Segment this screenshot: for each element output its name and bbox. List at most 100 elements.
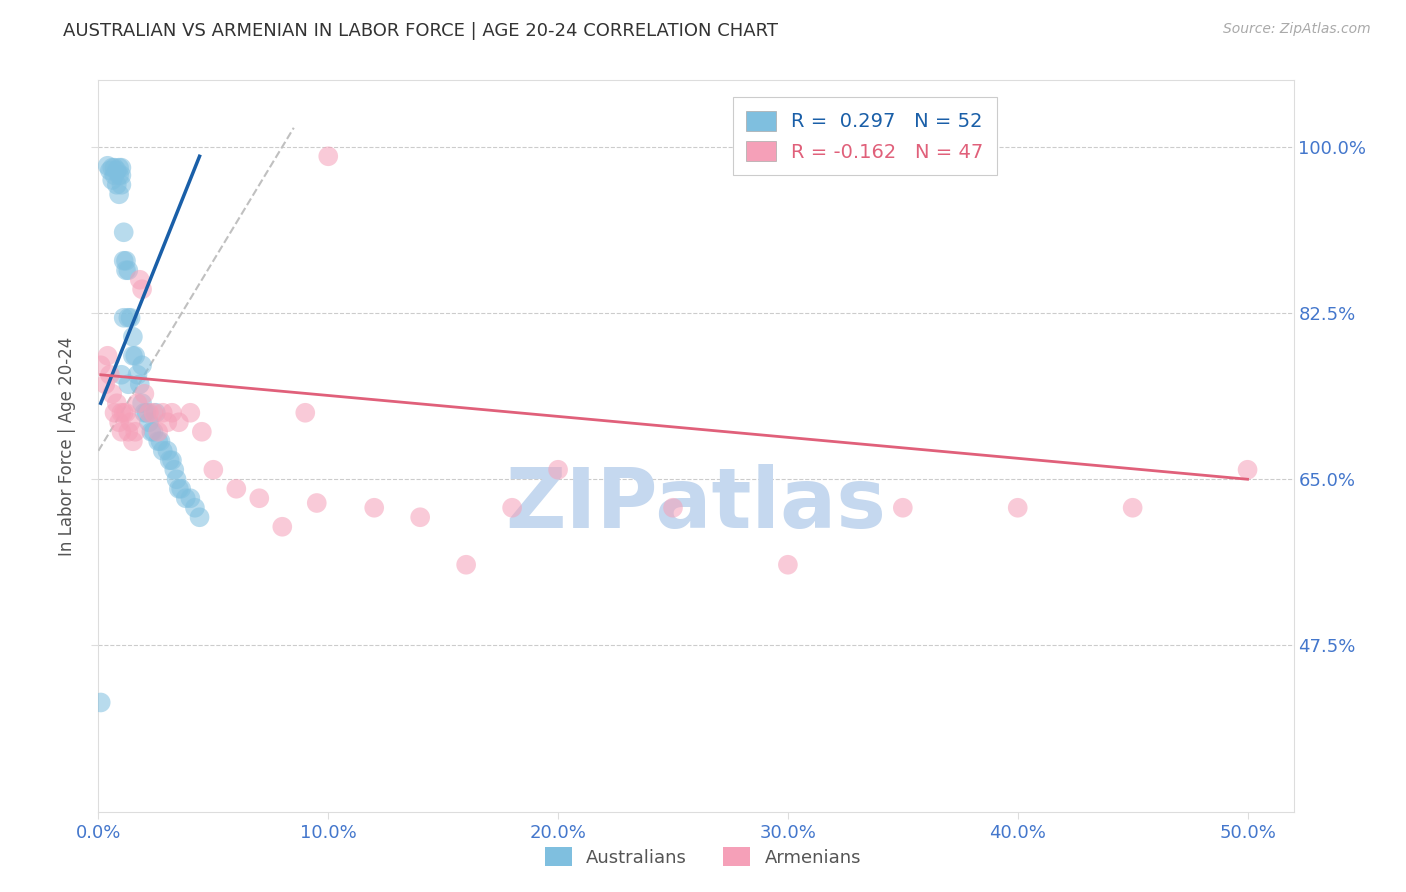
Point	[456, 558, 478, 572]
Point	[103, 161, 125, 175]
Point	[1236, 463, 1258, 477]
Point	[101, 173, 124, 187]
Point	[108, 187, 131, 202]
Point	[110, 161, 132, 175]
Text: AUSTRALIAN VS ARMENIAN IN LABOR FORCE | AGE 20-24 CORRELATION CHART: AUSTRALIAN VS ARMENIAN IN LABOR FORCE | …	[63, 22, 779, 40]
Point	[124, 349, 146, 363]
Point	[110, 425, 132, 439]
Point	[156, 415, 179, 429]
Point	[108, 161, 131, 175]
Point	[184, 500, 207, 515]
Point	[115, 263, 138, 277]
Legend: R =  0.297   N = 52, R = -0.162   N = 47: R = 0.297 N = 52, R = -0.162 N = 47	[733, 97, 997, 176]
Point	[152, 406, 174, 420]
Point	[131, 282, 153, 296]
Point	[131, 396, 153, 410]
Text: ZIPatlas: ZIPatlas	[506, 464, 886, 545]
Point	[134, 386, 156, 401]
Point	[148, 425, 170, 439]
Point	[149, 434, 172, 449]
Point	[110, 168, 132, 182]
Point	[141, 425, 163, 439]
Point	[112, 225, 135, 239]
Point	[776, 558, 799, 572]
Point	[191, 425, 214, 439]
Point	[1007, 500, 1029, 515]
Point	[112, 253, 135, 268]
Point	[117, 310, 139, 325]
Point	[120, 415, 142, 429]
Point	[188, 510, 211, 524]
Point	[501, 500, 523, 515]
Point	[117, 425, 139, 439]
Point	[105, 396, 128, 410]
Point	[122, 434, 145, 449]
Point	[271, 520, 294, 534]
Point	[225, 482, 247, 496]
Point	[90, 358, 112, 372]
Point	[134, 406, 156, 420]
Point	[94, 377, 117, 392]
Point	[101, 161, 124, 175]
Point	[138, 406, 160, 420]
Point	[97, 159, 120, 173]
Point	[124, 425, 146, 439]
Point	[152, 443, 174, 458]
Point	[127, 368, 149, 382]
Point	[112, 406, 135, 420]
Point	[90, 696, 112, 710]
Point	[156, 443, 179, 458]
Point	[1122, 500, 1144, 515]
Point	[115, 406, 138, 420]
Point	[891, 500, 914, 515]
Y-axis label: In Labor Force | Age 20-24: In Labor Force | Age 20-24	[58, 336, 76, 556]
Point	[98, 163, 121, 178]
Point	[305, 496, 328, 510]
Point	[148, 434, 170, 449]
Point	[547, 463, 569, 477]
Point	[108, 168, 131, 182]
Point	[316, 149, 339, 163]
Point	[98, 368, 121, 382]
Point	[120, 310, 142, 325]
Point	[160, 453, 183, 467]
Point	[247, 491, 270, 506]
Point	[167, 415, 190, 429]
Point	[142, 406, 165, 420]
Point	[117, 377, 139, 392]
Point	[363, 500, 385, 515]
Point	[105, 178, 128, 192]
Point	[135, 406, 157, 420]
Point	[179, 406, 201, 420]
Point	[662, 500, 685, 515]
Point	[170, 482, 193, 496]
Point	[145, 406, 167, 420]
Point	[108, 415, 131, 429]
Point	[110, 406, 132, 420]
Point	[110, 368, 132, 382]
Legend: Australians, Armenians: Australians, Armenians	[537, 840, 869, 874]
Point	[110, 178, 132, 192]
Point	[160, 406, 183, 420]
Point	[115, 253, 138, 268]
Point	[131, 358, 153, 372]
Point	[179, 491, 201, 506]
Point	[138, 415, 160, 429]
Point	[97, 349, 120, 363]
Point	[294, 406, 316, 420]
Point	[101, 386, 124, 401]
Point	[142, 425, 165, 439]
Point	[103, 168, 125, 182]
Point	[103, 406, 125, 420]
Point	[128, 377, 150, 392]
Point	[127, 396, 149, 410]
Point	[202, 463, 225, 477]
Text: Source: ZipAtlas.com: Source: ZipAtlas.com	[1223, 22, 1371, 37]
Point	[122, 349, 145, 363]
Point	[159, 453, 181, 467]
Point	[105, 163, 128, 178]
Point	[112, 310, 135, 325]
Point	[128, 273, 150, 287]
Point	[166, 472, 188, 486]
Point	[167, 482, 190, 496]
